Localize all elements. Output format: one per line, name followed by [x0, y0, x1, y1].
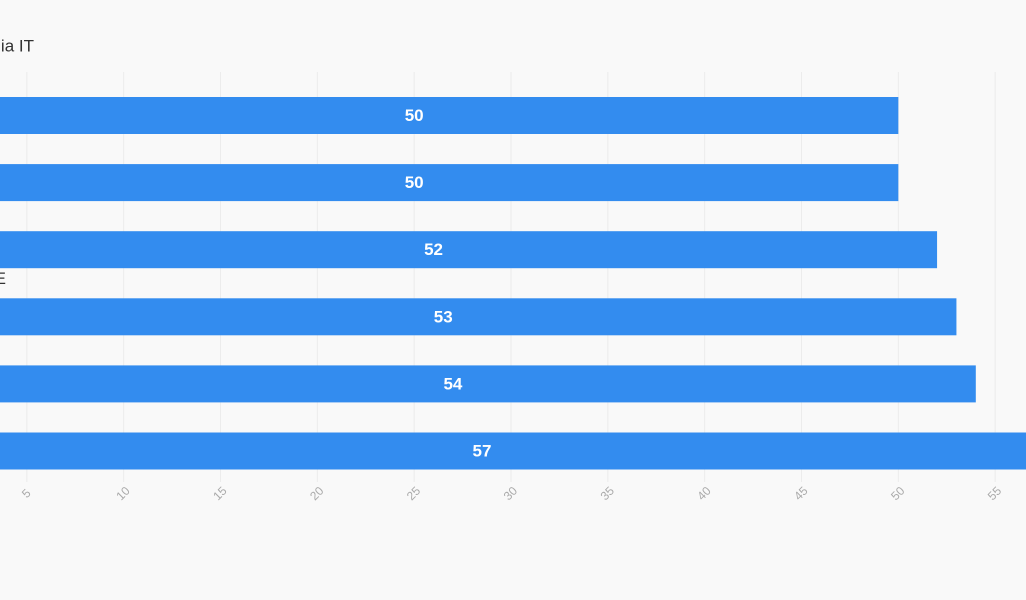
value-label: 54 [443, 374, 462, 393]
x-tick-label: 55 [985, 484, 1005, 504]
value-label: 50 [405, 173, 424, 192]
bar [0, 298, 957, 336]
x-tick-label: 15 [210, 484, 230, 504]
x-tick-label: 35 [598, 484, 618, 504]
x-tick-label: 30 [501, 484, 521, 504]
category-label: lia IT [0, 36, 34, 55]
value-label: 52 [424, 240, 443, 259]
bar [0, 164, 899, 202]
x-tick-label: 45 [791, 484, 811, 504]
bar [0, 432, 1026, 470]
x-tick-label: 40 [694, 484, 714, 504]
x-tick-label: 10 [113, 484, 133, 504]
bar [0, 365, 976, 403]
category-label: E [0, 269, 6, 288]
bar [0, 97, 899, 134]
value-label: 50 [405, 106, 424, 125]
x-tick-label: 25 [404, 484, 424, 504]
x-tick-label: 50 [888, 484, 908, 504]
value-label: 57 [472, 441, 491, 460]
value-label: 53 [434, 307, 453, 326]
x-tick-label: 20 [307, 484, 327, 504]
x-tick-label: 5 [19, 486, 34, 501]
bar [0, 231, 938, 269]
